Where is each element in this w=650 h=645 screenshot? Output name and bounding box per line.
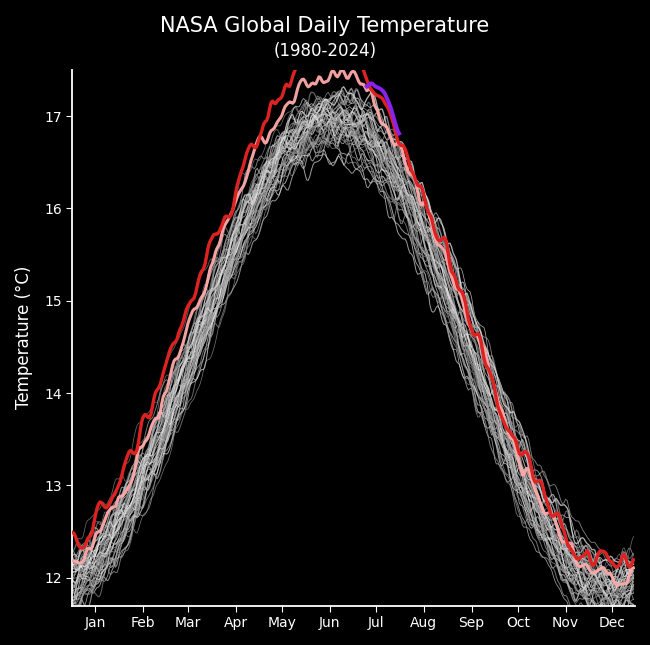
Text: (1980-2024): (1980-2024)	[274, 42, 376, 60]
Text: NASA Global Daily Temperature: NASA Global Daily Temperature	[161, 16, 489, 36]
Y-axis label: Temperature (°C): Temperature (°C)	[15, 266, 33, 410]
